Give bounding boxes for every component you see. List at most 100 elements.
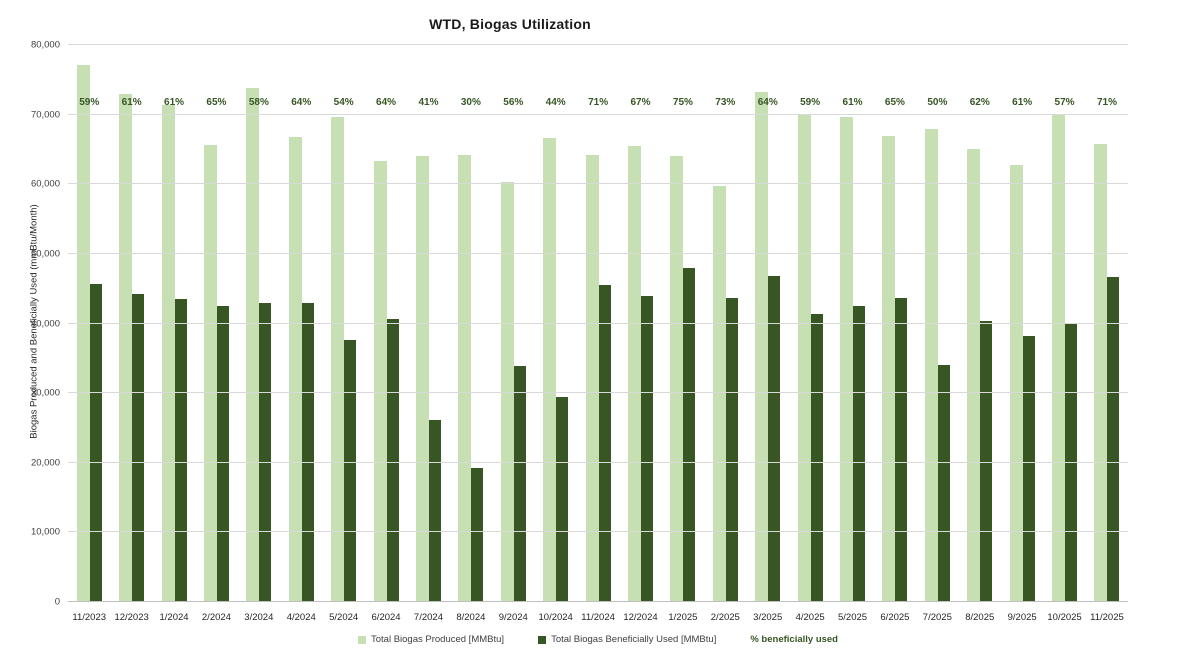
x-axis-label: 6/2024 xyxy=(371,612,401,623)
gridline xyxy=(68,44,1128,45)
used-bar xyxy=(471,467,484,602)
y-axis-tick: 50,000 xyxy=(30,248,60,260)
gridline xyxy=(68,322,1128,324)
used-bar xyxy=(1107,276,1120,602)
produced-bar xyxy=(585,155,599,602)
produced-bar xyxy=(882,135,896,602)
produced-bar xyxy=(627,145,641,602)
legend-marker xyxy=(538,635,547,644)
legend-marker xyxy=(357,635,366,644)
bar-group: 65% 6/2025 xyxy=(874,45,916,623)
pct-beneficially-used-label: 65% xyxy=(206,97,227,108)
x-axis-label: 1/2024 xyxy=(159,612,189,623)
used-bar xyxy=(344,339,357,602)
used-bar xyxy=(895,298,908,602)
x-axis-label: 5/2025 xyxy=(837,612,868,623)
bar-group: 59% 11/2023 xyxy=(68,45,110,623)
used-bar xyxy=(132,293,145,602)
used-bar xyxy=(1022,336,1035,602)
bar-group: 41% 7/2024 xyxy=(407,45,449,623)
gridline xyxy=(68,461,1128,463)
x-axis-label: 3/2025 xyxy=(753,612,783,623)
produced-bar xyxy=(76,64,90,602)
x-axis-label: 11/2025 xyxy=(1090,612,1124,623)
plot-area: 59% 11/2023 61% 12/2023 61% 1/2024 65% 2/2024 58… xyxy=(68,44,1128,623)
y-axis-tick: 30,000 xyxy=(30,387,60,399)
bar-group: 61% 1/2024 xyxy=(153,45,195,623)
x-axis-label: 7/2025 xyxy=(922,612,952,623)
y-axis-ticks: 0 10,000 20,000 30,000 40,000 50,000 60,000 70,… xyxy=(0,40,60,608)
pct-beneficially-used-label: 57% xyxy=(1054,97,1075,108)
bar-group: 71% 11/2025 xyxy=(1086,45,1128,623)
bar-group: 75% 1/2025 xyxy=(662,45,704,623)
used-bar xyxy=(937,365,950,602)
x-axis-label: 10/2024 xyxy=(538,612,573,623)
pct-beneficially-used-label: 61% xyxy=(1012,97,1033,108)
produced-bar xyxy=(755,92,769,602)
produced-bar xyxy=(967,149,981,602)
used-bar xyxy=(768,276,781,602)
x-axis-label: 9/2024 xyxy=(498,612,528,623)
x-axis-label: 8/2025 xyxy=(965,612,995,623)
x-axis-label: 10/2025 xyxy=(1047,612,1082,623)
produced-bar xyxy=(712,186,726,602)
pct-beneficially-used-label: 44% xyxy=(545,97,566,108)
legend-label: % beneficially used xyxy=(750,634,838,645)
bars-container: 59% 11/2023 61% 12/2023 61% 1/2024 65% 2/2024 58… xyxy=(68,45,1128,623)
gridline xyxy=(68,531,1128,533)
bar-group: 56% 9/2024 xyxy=(492,45,534,623)
gridline xyxy=(68,183,1128,185)
bar-group: 64% 3/2025 xyxy=(747,45,789,623)
pct-beneficially-used-label: 56% xyxy=(503,97,524,108)
pct-beneficially-used-label: 61% xyxy=(121,97,142,108)
x-axis-label: 5/2024 xyxy=(329,612,359,623)
legend-label: Total Biogas Beneficially Used [MMBtu] xyxy=(551,634,717,645)
x-axis-label: 2/2024 xyxy=(201,612,231,623)
produced-bar xyxy=(1052,113,1066,602)
bar-group: 73% 2/2025 xyxy=(704,45,746,623)
produced-bar xyxy=(373,161,387,602)
bar-group: 57% 10/2025 xyxy=(1043,45,1085,623)
x-axis-label: 11/2023 xyxy=(72,612,107,623)
bar-group: 61% 12/2023 xyxy=(110,45,152,623)
bar-group: 71% 11/2024 xyxy=(577,45,619,623)
pct-beneficially-used-label: 64% xyxy=(376,97,397,108)
bar-group: 62% 8/2025 xyxy=(959,45,1001,623)
pct-beneficially-used-label: 30% xyxy=(460,97,481,108)
pct-beneficially-used-label: 61% xyxy=(164,97,185,108)
produced-bar xyxy=(670,156,684,602)
x-axis-label: 2/2025 xyxy=(710,612,740,623)
y-axis-tick: 0 xyxy=(54,596,60,608)
used-bar xyxy=(683,267,696,602)
pct-beneficially-used-label: 71% xyxy=(1096,97,1117,108)
pct-beneficially-used-label: 62% xyxy=(969,97,990,108)
y-axis-tick: 80,000 xyxy=(30,39,60,51)
legend-item: Total Biogas Beneficially Used [MMBtu] xyxy=(538,634,716,645)
x-axis-label: 3/2024 xyxy=(244,612,274,623)
pct-beneficially-used-label: 64% xyxy=(291,97,312,108)
pct-beneficially-used-label: 71% xyxy=(588,97,609,108)
y-axis-tick: 60,000 xyxy=(30,178,60,190)
y-axis-tick: 70,000 xyxy=(30,109,60,121)
pct-beneficially-used-label: 75% xyxy=(672,97,693,108)
y-axis-tick: 10,000 xyxy=(30,526,60,538)
x-axis-label: 11/2024 xyxy=(581,612,615,623)
x-axis-label: 4/2025 xyxy=(795,612,825,623)
produced-bar xyxy=(840,117,854,602)
bar-group: 64% 6/2024 xyxy=(365,45,407,623)
produced-bar xyxy=(797,114,811,602)
x-axis-label: 7/2024 xyxy=(413,612,443,623)
produced-bar xyxy=(500,182,514,602)
pct-beneficially-used-label: 67% xyxy=(630,97,651,108)
produced-bar xyxy=(119,93,133,602)
produced-bar xyxy=(924,129,938,602)
used-bar xyxy=(853,306,866,602)
bar-group: 65% 2/2024 xyxy=(195,45,237,623)
gridline xyxy=(68,392,1128,394)
used-bar xyxy=(89,283,102,602)
bar-group: 44% 10/2024 xyxy=(534,45,576,623)
x-axis-label: 4/2024 xyxy=(286,612,316,623)
pct-beneficially-used-label: 54% xyxy=(333,97,354,108)
bar-group: 30% 8/2024 xyxy=(450,45,492,623)
